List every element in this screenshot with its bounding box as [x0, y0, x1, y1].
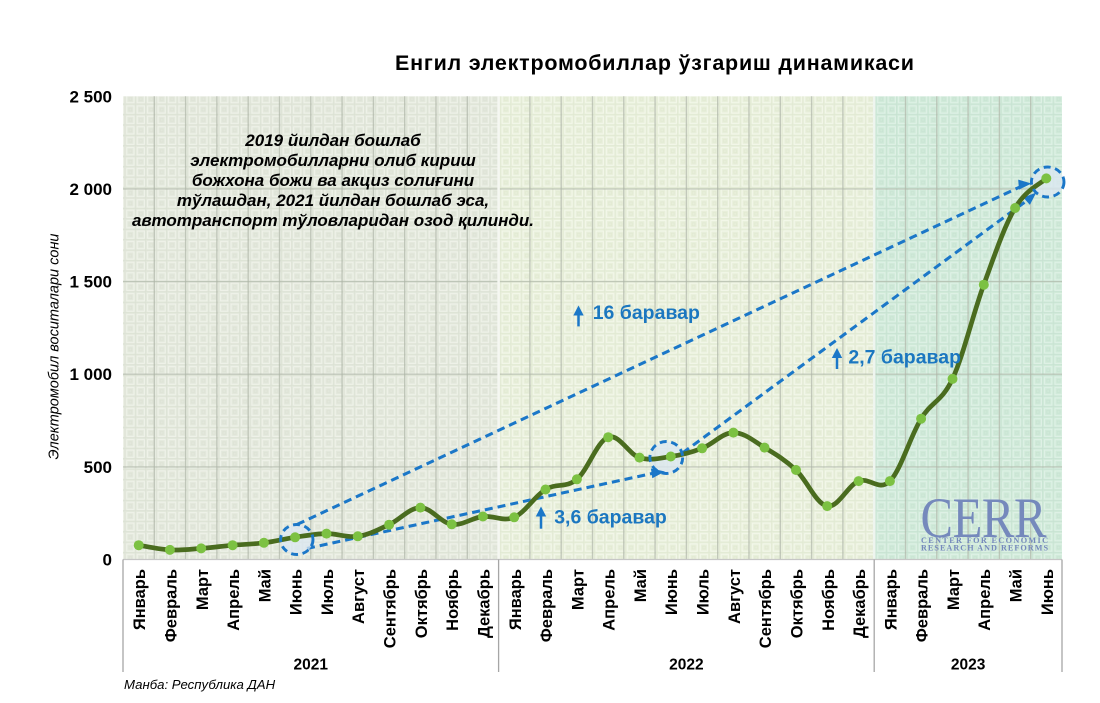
svg-text:автотранспорт тўловларидан озо: автотранспорт тўловларидан озод қилинди.: [132, 211, 534, 230]
svg-text:2 500: 2 500: [69, 87, 112, 106]
svg-text:16 баравар: 16 баравар: [593, 302, 700, 324]
svg-text:Октябрь: Октябрь: [789, 569, 807, 638]
svg-text:Июнь: Июнь: [288, 569, 306, 615]
svg-text:Январь: Январь: [131, 569, 149, 630]
svg-text:RESEARCH AND REFORMS: RESEARCH AND REFORMS: [921, 543, 1048, 552]
svg-text:Сентябрь: Сентябрь: [382, 569, 400, 648]
svg-text:Февраль: Февраль: [914, 569, 932, 642]
svg-text:Енгил электромобиллар ўзгариш: Енгил электромобиллар ўзгариш динамикаси: [395, 51, 914, 75]
svg-text:Декабрь: Декабрь: [475, 569, 493, 638]
svg-text:божхона божи ва акциз солиғини: божхона божи ва акциз солиғини: [192, 171, 475, 190]
svg-text:Май: Май: [1008, 569, 1026, 602]
svg-text:CENTER FOR ECONOMIC: CENTER FOR ECONOMIC: [921, 536, 1048, 545]
svg-text:2023: 2023: [951, 657, 986, 674]
svg-text:Июнь: Июнь: [663, 569, 681, 615]
svg-text:Апрель: Апрель: [601, 569, 619, 631]
svg-text:Июнь: Июнь: [1039, 569, 1057, 615]
svg-text:Август: Август: [726, 569, 744, 624]
svg-text:Электромобил воситалари сони: Электромобил воситалари сони: [47, 234, 63, 460]
svg-text:Июль: Июль: [319, 569, 337, 615]
svg-text:Август: Август: [350, 569, 368, 624]
svg-text:1 500: 1 500: [69, 273, 112, 292]
svg-text:2 000: 2 000: [69, 180, 112, 199]
svg-text:Сентябрь: Сентябрь: [757, 569, 775, 648]
svg-text:3,6 баравар: 3,6 баравар: [554, 507, 667, 529]
svg-text:электромобилларни олиб кириш: электромобилларни олиб кириш: [190, 151, 475, 170]
svg-text:Март: Март: [945, 569, 963, 610]
svg-text:Октябрь: Октябрь: [413, 569, 431, 638]
svg-text:Февраль: Февраль: [162, 569, 180, 642]
svg-text:Январь: Январь: [882, 569, 900, 630]
svg-text:1 000: 1 000: [69, 365, 112, 384]
svg-text:Январь: Январь: [507, 569, 525, 630]
svg-text:2019 йилдан бошлаб: 2019 йилдан бошлаб: [244, 131, 421, 150]
svg-text:Ноябрь: Ноябрь: [444, 569, 462, 631]
svg-text:Май: Май: [256, 569, 274, 602]
svg-text:2022: 2022: [669, 657, 703, 674]
svg-text:Февраль: Февраль: [538, 569, 556, 642]
svg-text:Декабрь: Декабрь: [851, 569, 869, 638]
svg-text:0: 0: [103, 551, 112, 570]
svg-text:500: 500: [84, 458, 112, 477]
svg-text:Май: Май: [632, 569, 650, 602]
svg-text:тўлашдан, 2021 йилдан бошлаб э: тўлашдан, 2021 йилдан бошлаб эса,: [177, 191, 489, 210]
svg-text:CERR: CERR: [921, 488, 1048, 550]
svg-text:Март: Март: [569, 569, 587, 610]
svg-text:Июль: Июль: [695, 569, 713, 615]
svg-text:Манба: Республика ДАН: Манба: Республика ДАН: [124, 677, 276, 692]
svg-text:2021: 2021: [294, 657, 329, 674]
svg-text:2,7 баравар: 2,7 баравар: [848, 347, 961, 369]
svg-text:Ноябрь: Ноябрь: [820, 569, 838, 631]
svg-text:Апрель: Апрель: [976, 569, 994, 631]
svg-text:Апрель: Апрель: [225, 569, 243, 631]
svg-text:Март: Март: [194, 569, 212, 610]
